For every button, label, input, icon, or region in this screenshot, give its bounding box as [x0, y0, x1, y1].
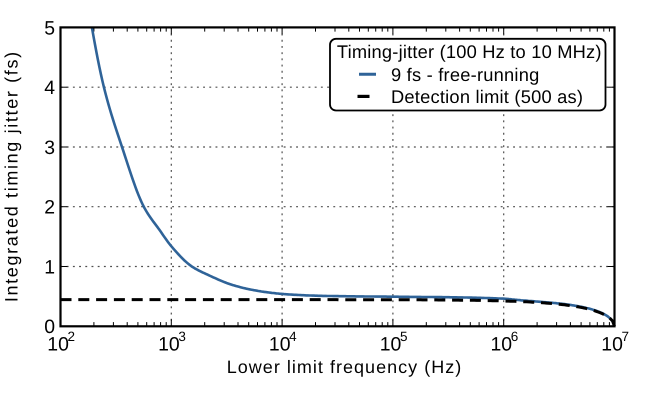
- svg-text:3: 3: [44, 137, 55, 159]
- svg-text:6: 6: [511, 329, 519, 344]
- svg-text:10: 10: [601, 333, 623, 355]
- svg-text:5: 5: [400, 329, 408, 344]
- svg-text:Integrated timing jitter (fs): Integrated timing jitter (fs): [2, 50, 22, 302]
- svg-text:10: 10: [158, 333, 180, 355]
- svg-text:10: 10: [269, 333, 291, 355]
- svg-text:Detection limit (500 as): Detection limit (500 as): [391, 86, 583, 107]
- svg-text:4: 4: [44, 77, 55, 99]
- svg-text:10: 10: [491, 333, 513, 355]
- svg-text:Lower limit frequency (Hz): Lower limit frequency (Hz): [227, 357, 463, 377]
- svg-text:Timing-jitter (100 Hz to 10 MH: Timing-jitter (100 Hz to 10 MHz): [337, 41, 602, 62]
- svg-text:2: 2: [44, 197, 55, 219]
- svg-text:9 fs - free-running: 9 fs - free-running: [391, 64, 539, 85]
- svg-text:10: 10: [380, 333, 402, 355]
- svg-text:0: 0: [44, 316, 55, 338]
- svg-text:10: 10: [47, 333, 69, 355]
- svg-text:7: 7: [622, 329, 630, 344]
- svg-text:5: 5: [44, 17, 55, 39]
- svg-text:3: 3: [178, 329, 186, 344]
- svg-text:4: 4: [289, 329, 297, 344]
- svg-text:2: 2: [68, 329, 76, 344]
- svg-text:1: 1: [44, 256, 55, 278]
